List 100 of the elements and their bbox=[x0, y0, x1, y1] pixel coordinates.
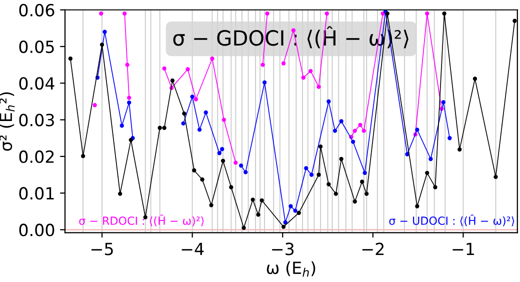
point bbox=[102, 30, 107, 34]
x-axis-title: ω (E$_{h}$) bbox=[266, 261, 316, 277]
y-tick-label: 0.01 bbox=[19, 187, 54, 200]
point bbox=[209, 203, 214, 208]
x-tick-label: −1 bbox=[452, 242, 474, 256]
point bbox=[220, 158, 226, 163]
point bbox=[127, 100, 132, 105]
point bbox=[352, 128, 357, 133]
point bbox=[244, 170, 248, 174]
x-tick-label: −4 bbox=[182, 242, 204, 256]
point bbox=[250, 198, 255, 202]
point bbox=[472, 76, 478, 81]
point bbox=[118, 192, 122, 196]
point bbox=[425, 170, 430, 176]
point bbox=[162, 126, 166, 130]
point bbox=[260, 62, 265, 67]
point bbox=[182, 111, 186, 116]
x-tick-label: −3 bbox=[272, 242, 294, 256]
point bbox=[200, 177, 204, 182]
point bbox=[265, 11, 270, 16]
point bbox=[324, 11, 329, 16]
point bbox=[204, 110, 208, 115]
point bbox=[122, 11, 127, 16]
point bbox=[217, 151, 222, 156]
point bbox=[415, 204, 420, 208]
point bbox=[68, 56, 72, 61]
x-tick-label: −2 bbox=[362, 242, 384, 256]
point bbox=[162, 66, 166, 71]
point bbox=[296, 210, 301, 215]
point bbox=[283, 220, 288, 224]
point bbox=[190, 94, 194, 99]
y-tick-label: 0.04 bbox=[19, 77, 54, 90]
y-tick-label: 0.03 bbox=[19, 114, 54, 126]
point bbox=[316, 84, 321, 89]
point bbox=[222, 118, 226, 122]
point bbox=[143, 215, 148, 220]
point bbox=[362, 170, 367, 176]
point bbox=[326, 99, 331, 104]
point bbox=[326, 182, 331, 186]
point bbox=[441, 100, 446, 104]
point bbox=[239, 164, 244, 168]
point bbox=[332, 128, 338, 133]
point bbox=[360, 180, 364, 184]
point bbox=[158, 126, 162, 130]
point bbox=[318, 144, 323, 149]
point bbox=[309, 172, 314, 177]
point bbox=[288, 204, 293, 208]
point bbox=[242, 226, 246, 230]
y-tick-label: 0.06 bbox=[19, 4, 54, 16]
x-tick-label: −5 bbox=[92, 242, 113, 256]
point bbox=[339, 119, 344, 124]
y-tick-label: 0.00 bbox=[19, 224, 54, 236]
point bbox=[197, 128, 202, 132]
point bbox=[210, 56, 214, 61]
y-tick-label: 0.02 bbox=[19, 150, 54, 164]
y-tick-label: 0.05 bbox=[19, 40, 54, 54]
point bbox=[281, 224, 286, 229]
point bbox=[262, 80, 267, 85]
point bbox=[127, 96, 132, 100]
point bbox=[308, 68, 313, 74]
point bbox=[350, 140, 356, 144]
point bbox=[352, 199, 357, 204]
point bbox=[229, 185, 234, 190]
point bbox=[448, 136, 452, 140]
point bbox=[186, 67, 190, 72]
point bbox=[120, 124, 124, 128]
point bbox=[170, 78, 175, 83]
point bbox=[362, 128, 366, 133]
point bbox=[405, 152, 410, 156]
point bbox=[339, 156, 344, 162]
point bbox=[316, 172, 321, 177]
point bbox=[92, 103, 97, 108]
point bbox=[194, 97, 198, 102]
point bbox=[425, 11, 430, 16]
point bbox=[512, 18, 517, 23]
point bbox=[99, 11, 104, 16]
point bbox=[100, 42, 104, 47]
point bbox=[433, 185, 438, 190]
point bbox=[234, 160, 238, 165]
annotation: σ − RDOCI : ⟨(Ĥ − ω)²⟩ bbox=[79, 214, 204, 226]
point bbox=[380, 11, 385, 16]
point bbox=[260, 198, 264, 202]
point bbox=[334, 192, 338, 196]
point bbox=[458, 147, 462, 152]
point bbox=[364, 192, 369, 196]
point bbox=[293, 208, 298, 213]
point bbox=[125, 62, 130, 67]
point bbox=[304, 166, 308, 170]
point bbox=[415, 128, 420, 132]
point bbox=[428, 156, 433, 162]
point bbox=[80, 154, 86, 158]
point bbox=[442, 11, 446, 16]
annotation: σ − UDOCI : ⟨(Ĥ − ω)²⟩ bbox=[389, 214, 514, 226]
point bbox=[220, 147, 224, 152]
point bbox=[281, 61, 286, 66]
point bbox=[192, 168, 196, 172]
point bbox=[494, 174, 498, 180]
point bbox=[256, 212, 260, 217]
point bbox=[358, 122, 362, 128]
point bbox=[301, 76, 306, 80]
